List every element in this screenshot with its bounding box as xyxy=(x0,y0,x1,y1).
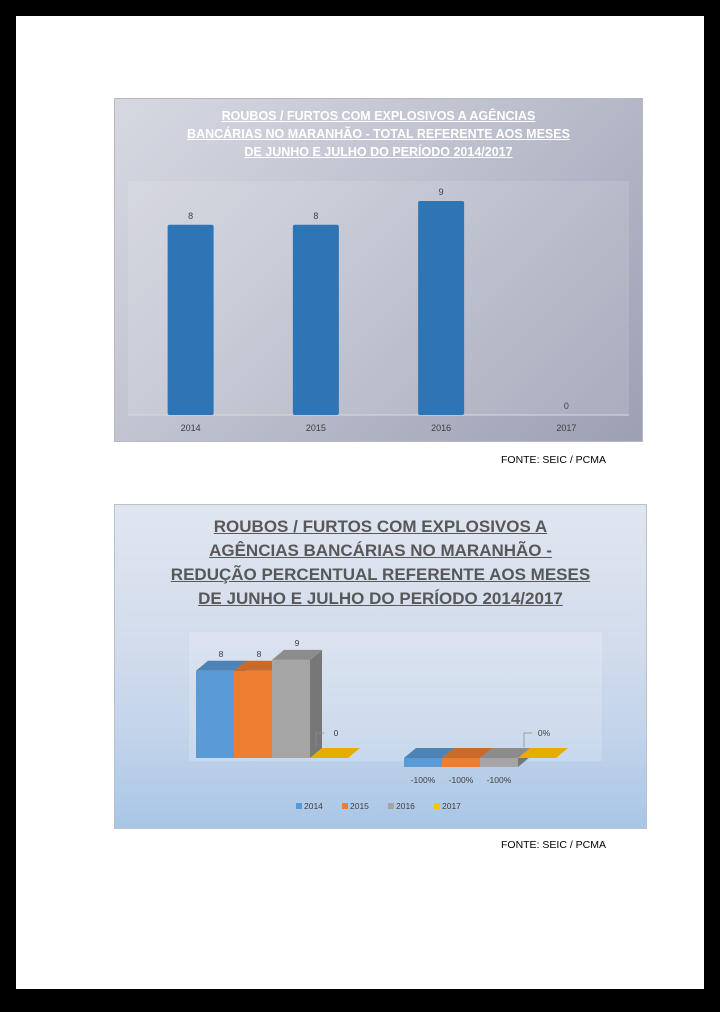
bar-top-2017 xyxy=(310,748,360,758)
data-label-2016: 9 xyxy=(439,187,444,197)
chart2-plot: 8 8 9 0 -100% -100% -100% 0% 2014 2015 2016 2017 xyxy=(189,632,602,811)
data-label-group2-2015: -100% xyxy=(449,775,474,785)
chart1-title-line-2: BANCÁRIAS NO MARANHÃO - TOTAL REFERENTE … xyxy=(187,127,570,141)
chart2-title-line-4: DE JUNHO E JULHO DO PERÍODO 2014/2017 xyxy=(198,589,563,608)
chart1-plot: 8 2014 8 2015 9 2016 0 2017 xyxy=(128,181,629,433)
reduction-3d-bar-chart: ROUBOS / FURTOS COM EXPLOSIVOS A AGÊNCIA… xyxy=(114,504,647,829)
legend-swatch-2016 xyxy=(388,803,394,809)
bar-2014 xyxy=(167,224,214,415)
legend-label-2015: 2015 xyxy=(350,801,369,811)
bar-group1-2016 xyxy=(272,649,322,758)
bar-top-2015 xyxy=(442,748,492,758)
bar-group2-2017 xyxy=(518,748,568,758)
leader-line-2017 xyxy=(315,732,324,747)
x-tick-label-2014: 2014 xyxy=(181,423,201,433)
bar-group1-2017 xyxy=(310,748,360,758)
chart1-title: ROUBOS / FURTOS COM EXPLOSIVOS A AGÊNCIA… xyxy=(155,107,602,161)
legend-swatch-2017 xyxy=(434,803,440,809)
legend-swatch-2015 xyxy=(342,803,348,809)
bar-top-2014 xyxy=(404,748,454,758)
chart1-source: FONTE: SEIC / PCMA xyxy=(500,454,606,466)
bar-front-2014 xyxy=(404,758,442,767)
legend-label-2014: 2014 xyxy=(304,801,323,811)
data-label-group1-2016: 9 xyxy=(295,638,300,648)
bar-front-2015 xyxy=(442,758,480,767)
data-label-group1-2015: 8 xyxy=(257,649,262,659)
bar-front-2016 xyxy=(272,659,310,758)
x-tick-label-2017: 2017 xyxy=(556,423,576,433)
chart2-title-line-2: AGÊNCIAS BANCÁRIAS NO MARANHÃO - xyxy=(209,541,552,560)
bar-front-2015 xyxy=(234,670,272,758)
bar-2016 xyxy=(418,201,465,415)
data-label-group2-2014: -100% xyxy=(411,775,436,785)
total-bar-chart: ROUBOS / FURTOS COM EXPLOSIVOS A AGÊNCIA… xyxy=(114,98,643,442)
bar-front-2016 xyxy=(480,758,518,767)
document-page: ROUBOS / FURTOS COM EXPLOSIVOS A AGÊNCIA… xyxy=(16,16,704,989)
chart2-title: ROUBOS / FURTOS COM EXPLOSIVOS A AGÊNCIA… xyxy=(145,515,616,611)
data-label-2014: 8 xyxy=(188,211,193,221)
data-label-group2-2016: -100% xyxy=(487,775,512,785)
chart2-title-line-3: REDUÇÃO PERCENTUAL REFERENTE AOS MESES xyxy=(170,565,591,584)
bar-top-2017 xyxy=(518,748,568,758)
bar-top-2016 xyxy=(480,748,530,758)
bar-2015 xyxy=(292,224,339,415)
chart1-title-line-3: DE JUNHO E JULHO DO PERÍODO 2014/2017 xyxy=(244,145,513,159)
data-label-2017: 0 xyxy=(564,401,569,411)
x-tick-label-2016: 2016 xyxy=(431,423,451,433)
data-label-group1-2017: 0 xyxy=(334,728,339,738)
bar-top-2014 xyxy=(196,660,246,671)
chart2-title-line-1: ROUBOS / FURTOS COM EXPLOSIVOS A xyxy=(213,517,548,536)
chart2-source: FONTE: SEIC / PCMA xyxy=(500,839,606,851)
data-label-2015: 8 xyxy=(313,211,318,221)
bar-top-2016 xyxy=(272,649,322,660)
legend-swatch-2014 xyxy=(296,803,302,809)
bar-front-2014 xyxy=(196,670,234,758)
x-tick-label-2015: 2015 xyxy=(306,423,326,433)
bar-top-2015 xyxy=(234,660,284,671)
bar-side-2016 xyxy=(310,649,322,758)
legend-label-2017: 2017 xyxy=(442,801,461,811)
legend-label-2016: 2016 xyxy=(396,801,415,811)
data-label-group1-2014: 8 xyxy=(219,649,224,659)
leader-line-2017 xyxy=(523,732,532,747)
data-label-group2-2017: 0% xyxy=(538,728,551,738)
chart1-title-line-1: ROUBOS / FURTOS COM EXPLOSIVOS A AGÊNCIA… xyxy=(221,109,536,123)
